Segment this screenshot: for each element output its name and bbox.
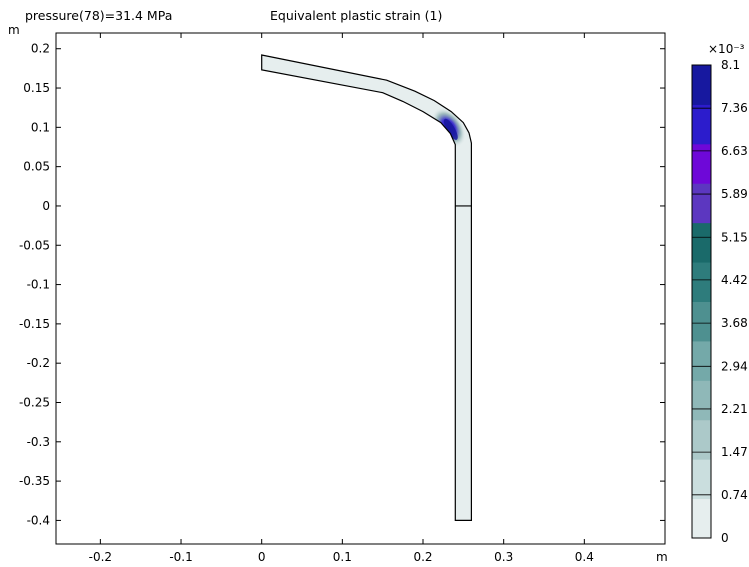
y-axis-unit: m (8, 23, 20, 37)
colorbar-multiplier: ×10⁻³ (708, 42, 745, 56)
y-tick-label: -0.1 (27, 278, 50, 292)
colorbar-band (692, 222, 711, 263)
y-tick-label: 0 (42, 199, 50, 213)
x-tick-label: 0 (258, 550, 266, 564)
colorbar-tick-label: 4.42 (721, 273, 748, 287)
y-tick-label: 0.1 (31, 120, 50, 134)
colorbar-band (692, 380, 711, 421)
colorbar-band (692, 65, 711, 105)
x-tick-label: 0.4 (575, 550, 594, 564)
parameter-label: pressure(78)=31.4 MPa (25, 8, 173, 23)
y-tick-label: 0.2 (31, 42, 50, 56)
colorbar-band (692, 143, 711, 184)
y-tick-label: -0.35 (19, 474, 50, 488)
x-axis-unit: m (656, 550, 668, 564)
y-tick-label: -0.3 (27, 435, 50, 449)
axis-ticks: -0.2 -0.1 0 0.1 0.2 0.3 0.4 0.2 0.15 0.1 0.05 0 -0.0… (19, 33, 665, 564)
y-tick-label: -0.15 (19, 317, 50, 331)
geometry-domain (261, 54, 472, 521)
colorbar-tick-label: 0 (721, 531, 729, 545)
y-tick-label: -0.2 (27, 356, 50, 370)
colorbar-band (692, 419, 711, 460)
y-tick-label: -0.25 (19, 395, 50, 409)
colorbar-tick-label: 7.36 (721, 101, 748, 115)
colorbar-tick-label: 3.68 (721, 316, 748, 330)
domain-fill (261, 55, 472, 521)
colorbar-band (692, 498, 711, 539)
x-tick-label: -0.2 (89, 550, 112, 564)
domain-outline (261, 54, 472, 521)
colorbar-band (692, 459, 711, 500)
colorbar-tick-label: 5.89 (721, 187, 748, 201)
x-tick-label: 0.1 (333, 550, 352, 564)
y-tick-label: 0.05 (23, 160, 50, 174)
colorbar-band (692, 301, 711, 342)
colorbar-tick-label: 2.21 (721, 402, 748, 416)
plot-area-frame (55, 32, 666, 545)
y-tick-label: 0.15 (23, 81, 50, 95)
x-tick-label: 0.3 (494, 550, 513, 564)
colorbar-band (692, 183, 711, 224)
plot-title: Equivalent plastic strain (1) (270, 8, 443, 23)
y-tick-label: -0.4 (27, 513, 50, 527)
colorbar-band (692, 262, 711, 302)
colorbar-tick-label: 1.47 (721, 445, 748, 459)
x-tick-label: 0.2 (413, 550, 432, 564)
colorbar-band (692, 340, 711, 381)
colorbar-tick-label: 5.15 (721, 230, 748, 244)
colorbar-tick-label: 6.63 (721, 144, 748, 158)
colorbar-tick-label: 0.74 (721, 488, 748, 502)
colorbar-tick-label: 8.1 (721, 58, 740, 72)
x-tick-label: -0.1 (169, 550, 192, 564)
colorbar-tick-label: 2.94 (721, 359, 748, 373)
color-legend: 8.1 7.36 6.63 5.89 5.15 4.42 3.68 2.94 2.21 1.47 0… (691, 58, 748, 545)
y-tick-label: -0.05 (19, 238, 50, 252)
colorbar-band (692, 104, 711, 145)
